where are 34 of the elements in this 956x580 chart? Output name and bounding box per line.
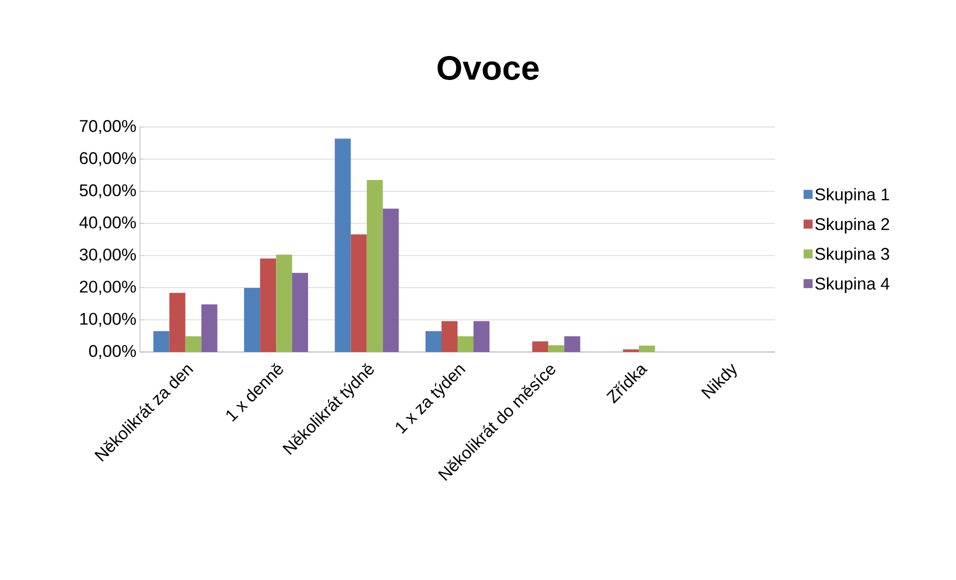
bar xyxy=(638,346,655,352)
legend-label: Skupina 2 xyxy=(815,218,890,234)
bar xyxy=(532,341,548,352)
bar xyxy=(474,321,490,352)
bar xyxy=(382,208,399,352)
bar xyxy=(366,180,383,352)
legend-label: Skupina 3 xyxy=(815,247,890,264)
legend-label: Skupina 1 xyxy=(815,188,890,204)
bar xyxy=(458,336,474,352)
bar xyxy=(260,258,276,352)
bar xyxy=(426,331,442,352)
y-tick-label: 0,00% xyxy=(89,345,136,359)
bar xyxy=(334,138,351,352)
y-tick-label: 60,00% xyxy=(80,152,136,166)
chart-title: Ovoce xyxy=(438,56,539,80)
bar xyxy=(185,336,202,352)
bar xyxy=(564,336,580,352)
bar xyxy=(292,272,308,352)
y-tick-label: 30,00% xyxy=(80,248,136,263)
y-tick-label: 40,00% xyxy=(79,216,136,230)
legend-label: Skupina 4 xyxy=(815,277,890,294)
bar xyxy=(548,345,564,352)
y-tick-label: 50,00% xyxy=(80,184,136,198)
bar xyxy=(622,349,639,352)
bar xyxy=(153,331,170,352)
bar xyxy=(442,321,458,352)
y-tick-label: 70,00% xyxy=(80,120,136,134)
bar xyxy=(169,292,186,352)
y-tick-label: 20,00% xyxy=(80,280,136,295)
bar xyxy=(244,288,260,352)
bar xyxy=(350,234,367,352)
y-tick-label: 10,00% xyxy=(80,312,136,327)
bar xyxy=(276,254,292,352)
bar xyxy=(201,304,218,352)
